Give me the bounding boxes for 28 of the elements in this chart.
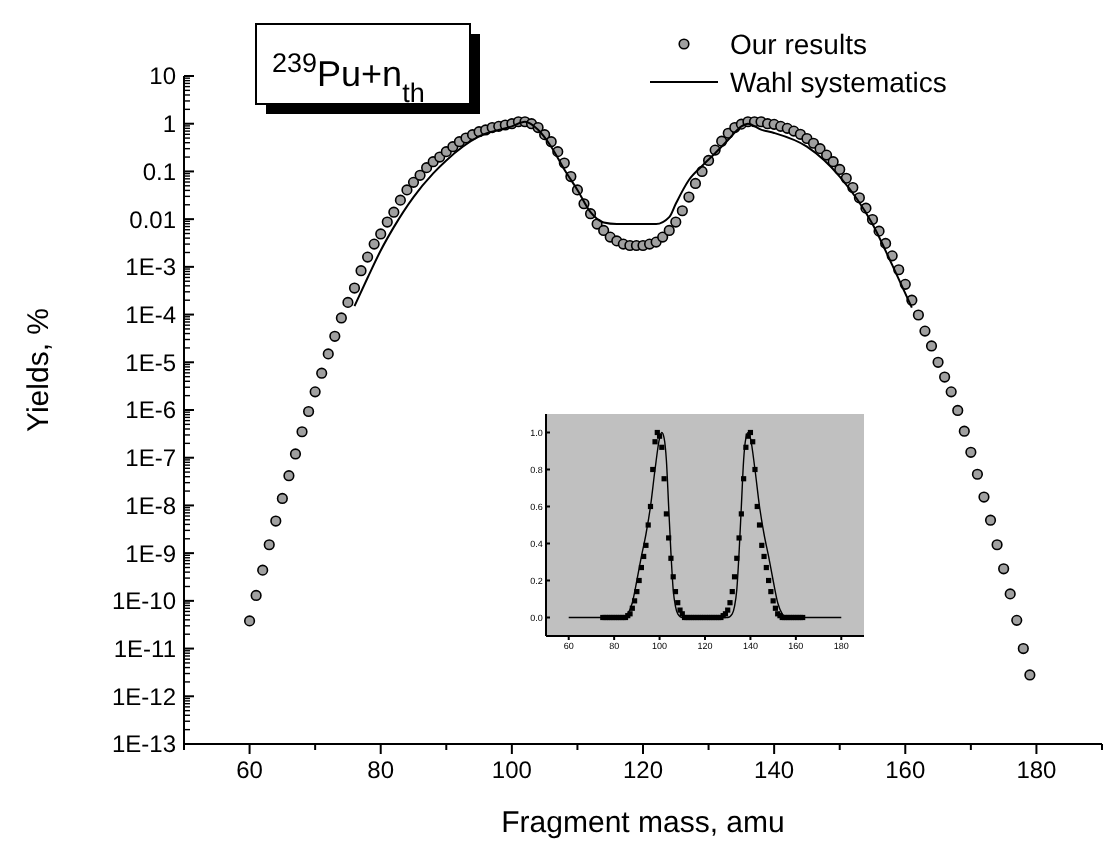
- y-tick-label: 0.01: [129, 205, 177, 234]
- y-tick-label: 1E-4: [125, 300, 177, 329]
- x-axis-title: Fragment mass, amu: [501, 806, 785, 840]
- y-tick-label: 1E-10: [111, 587, 177, 616]
- y-tick-label: 1E-6: [125, 396, 177, 425]
- x-tick-label: 140: [754, 756, 795, 784]
- y-tick-label: 1E-8: [125, 491, 177, 520]
- y-tick-label: 1E-13: [111, 730, 177, 759]
- y-tick-label: 1E-9: [125, 539, 177, 568]
- y-tick-label: 1E-5: [125, 348, 177, 377]
- legend-label: Our results: [730, 28, 867, 60]
- x-tick-label: 80: [367, 756, 395, 784]
- y-axis-title: Yields, %: [22, 308, 56, 432]
- line-series: [568, 431, 842, 619]
- y-tick-label: 1E-3: [125, 253, 177, 282]
- x-tick-label: 120: [622, 756, 664, 784]
- x-tick-label: 180: [1016, 756, 1058, 784]
- annotation: $^{239}$Pu+n$_{th}$: [272, 47, 425, 107]
- x-tick-label: 60: [236, 756, 264, 784]
- y-tick-label: 1: [162, 110, 177, 139]
- y-tick-label: 1E-11: [113, 634, 177, 663]
- y-tick-label: 10: [149, 62, 177, 91]
- y-tick-label: 1E-7: [125, 444, 177, 473]
- x-tick-label: 100: [491, 756, 533, 784]
- y-tick-label: 0.1: [142, 157, 177, 186]
- y-tick-label: 1E-12: [111, 682, 177, 711]
- legend-label: Wahl systematics: [730, 66, 947, 98]
- x-tick-label: 160: [885, 756, 926, 784]
